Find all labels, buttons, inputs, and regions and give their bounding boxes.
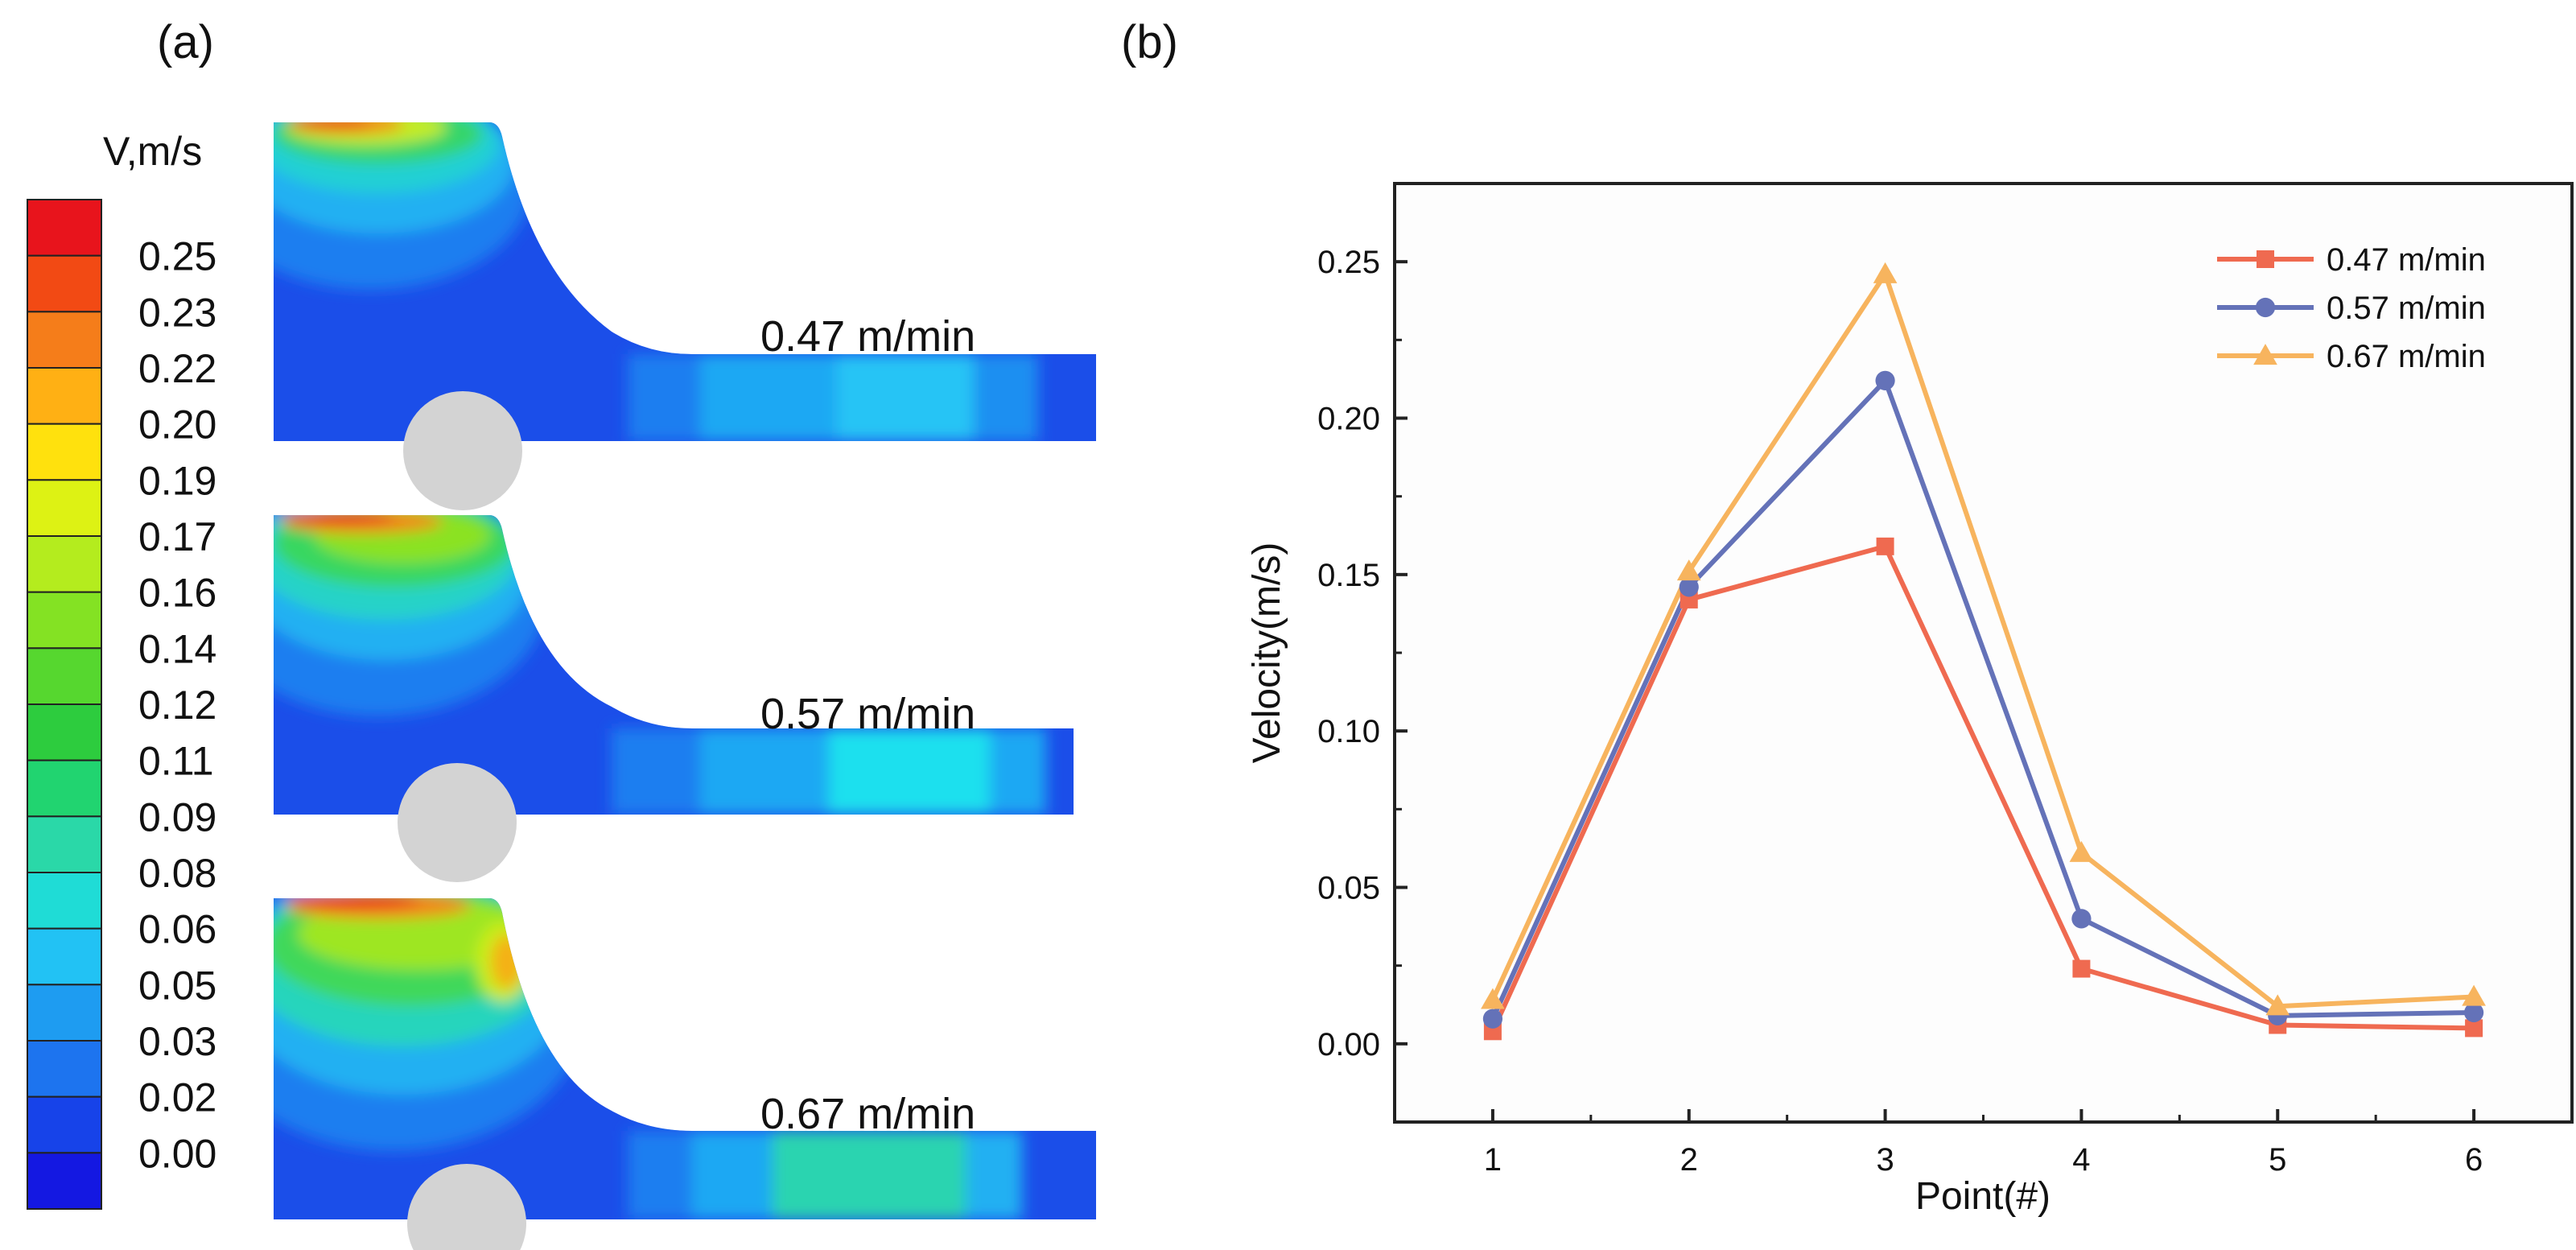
line-chart: 1 2 3 4 5 6 0.00 0.05 0.10 0.15 0.20 0.25 Point(#)… xyxy=(1246,182,2574,1218)
x-tick-label: 5 xyxy=(2269,1142,2286,1178)
speed-label-1: 0.47 m/min xyxy=(760,312,975,361)
data-point xyxy=(2072,959,2091,978)
legend-level-label: 0.22 xyxy=(138,346,216,391)
data-point xyxy=(1679,577,1699,597)
legend-level-label: 0.25 xyxy=(138,234,216,279)
speed-label-3: 0.67 m/min xyxy=(760,1090,975,1138)
contour-plot-2: 0.57 m/min xyxy=(274,515,1074,882)
legend-swatch xyxy=(27,703,102,761)
legend-swatch xyxy=(27,1095,102,1154)
legend-swatch xyxy=(27,1040,102,1098)
data-point xyxy=(2255,297,2276,318)
legend-level-label: 0.08 xyxy=(138,851,216,896)
data-point xyxy=(1873,262,1898,283)
legend-level-label: 0.23 xyxy=(138,290,216,335)
x-tick-label: 2 xyxy=(1680,1142,1698,1178)
pipe-cross-section-3 xyxy=(407,1164,526,1250)
legend-level-label: 0.05 xyxy=(138,963,216,1008)
data-point xyxy=(2463,1002,2484,1023)
legend-level-label: 0.02 xyxy=(138,1075,216,1120)
data-point xyxy=(2071,909,2092,929)
data-point xyxy=(2265,994,2290,1016)
y-tick-label: 0.05 xyxy=(1317,871,1380,906)
data-point xyxy=(2253,344,2277,365)
legend-swatch xyxy=(27,479,102,537)
legend-swatch xyxy=(27,199,102,257)
data-point xyxy=(2257,250,2274,268)
panel-b-label: (b) xyxy=(1121,16,1178,68)
data-point xyxy=(1481,988,1505,1009)
y-axis-label: Velocity(m/s) xyxy=(1246,542,1288,764)
contour-plot-3: 0.67 m/min xyxy=(274,898,1096,1250)
legend-label: 0.57 m/min xyxy=(2327,291,2486,326)
legend-swatch xyxy=(27,367,102,425)
color-legend xyxy=(27,199,102,1211)
legend-level-label: 0.19 xyxy=(138,458,216,503)
legend-level-label: 0.06 xyxy=(138,907,216,952)
legend-level-label: 0.16 xyxy=(138,571,216,616)
x-tick-label: 1 xyxy=(1484,1142,1502,1178)
legend-title: V,m/s xyxy=(103,129,202,174)
y-tick-label: 0.00 xyxy=(1317,1027,1380,1062)
legend-swatch xyxy=(27,311,102,369)
panel-a-label: (a) xyxy=(157,16,214,68)
x-axis-label: Point(#) xyxy=(1915,1175,2050,1218)
legend-label: 0.47 m/min xyxy=(2327,242,2486,278)
legend-swatch xyxy=(27,254,102,313)
data-point xyxy=(1876,537,1894,555)
legend-swatch xyxy=(27,759,102,818)
legend-swatch xyxy=(27,927,102,986)
legend-swatch xyxy=(27,984,102,1042)
legend-level-label: 0.14 xyxy=(138,626,216,671)
pipe-cross-section-1 xyxy=(403,391,522,510)
legend-label: 0.67 m/min xyxy=(2327,339,2486,374)
data-point xyxy=(1482,1009,1503,1029)
legend-level-label: 0.09 xyxy=(138,794,216,840)
data-point xyxy=(2069,840,2094,862)
y-tick-label: 0.20 xyxy=(1317,402,1380,437)
series-line xyxy=(1490,377,2475,1020)
legend-level-label: 0.00 xyxy=(138,1131,216,1176)
chart-legend: 0.47 m/min 0.57 m/min 0.67 m/min xyxy=(2217,242,2486,374)
legend-swatch xyxy=(27,815,102,873)
legend-swatch xyxy=(27,423,102,481)
speed-label-2: 0.57 m/min xyxy=(760,690,975,738)
x-tick-label: 6 xyxy=(2465,1142,2483,1178)
legend-swatch xyxy=(27,647,102,705)
legend-level-label: 0.17 xyxy=(138,514,216,559)
y-tick-label: 0.25 xyxy=(1317,245,1380,280)
pipe-cross-section-2 xyxy=(398,763,517,882)
series-line xyxy=(1490,543,2475,1033)
x-tick-label: 3 xyxy=(1876,1142,1894,1178)
data-point xyxy=(2462,984,2486,1006)
x-tick-label: 4 xyxy=(2072,1142,2090,1178)
legend-level-label: 0.12 xyxy=(138,683,216,728)
legend-swatch xyxy=(27,591,102,650)
data-point xyxy=(1676,559,1701,581)
data-point xyxy=(1875,370,1895,390)
series-line xyxy=(1490,271,2475,1009)
legend-swatch xyxy=(27,535,102,593)
data-point xyxy=(2465,1019,2483,1038)
legend-level-label: 0.03 xyxy=(138,1019,216,1064)
legend-swatch xyxy=(27,872,102,930)
contour-plot-1: 0.47 m/min xyxy=(274,122,1096,510)
legend-swatch xyxy=(27,1152,102,1211)
y-tick-label: 0.15 xyxy=(1317,558,1380,593)
y-tick-label: 0.10 xyxy=(1317,714,1380,749)
legend-level-label: 0.20 xyxy=(138,402,216,448)
color-legend-labels: 0.25 0.23 0.22 0.20 0.19 0.17 0.16 0.14 0.12 0.11… xyxy=(138,234,216,1177)
legend-level-label: 0.11 xyxy=(138,739,214,784)
